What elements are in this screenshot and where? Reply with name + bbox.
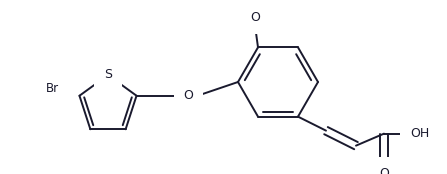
Text: OH: OH xyxy=(410,127,429,140)
Text: CH₃: CH₃ xyxy=(265,0,286,2)
Text: S: S xyxy=(104,69,112,81)
Text: O: O xyxy=(184,89,194,102)
Text: O: O xyxy=(379,167,389,174)
Text: O: O xyxy=(250,11,260,24)
Text: Br: Br xyxy=(46,82,59,95)
